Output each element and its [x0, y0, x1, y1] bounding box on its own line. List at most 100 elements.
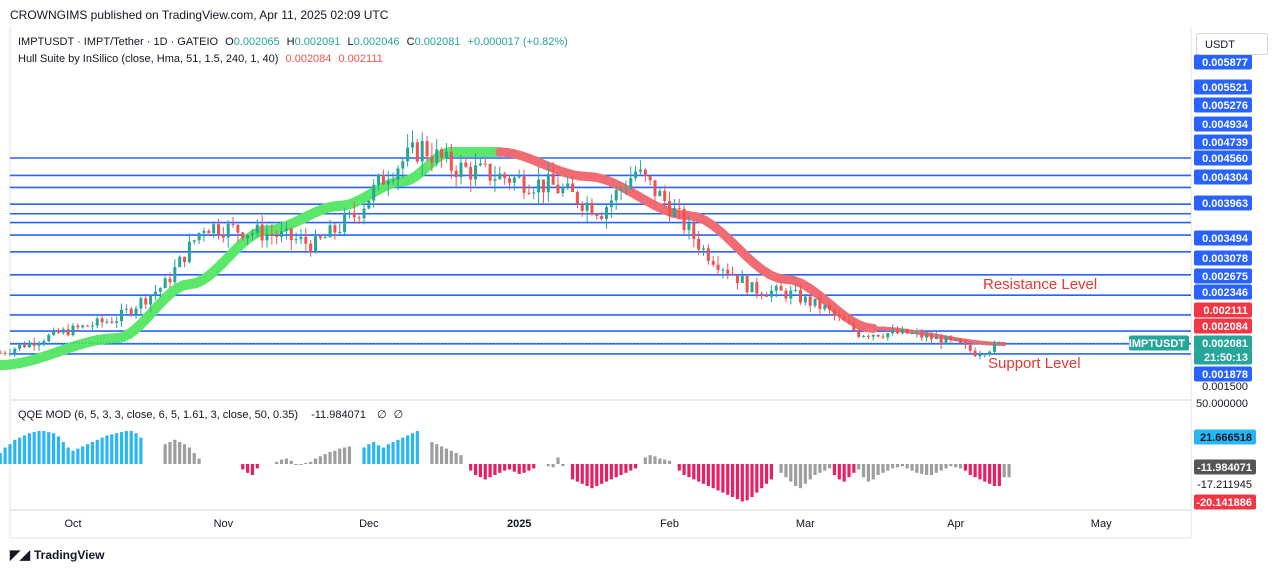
qqe-bar	[81, 446, 85, 464]
qqe-bar	[973, 464, 977, 478]
candle-body	[702, 248, 705, 250]
candle-body	[794, 289, 798, 291]
qqe-bar	[76, 448, 80, 464]
candle-body	[546, 173, 550, 193]
price-tag: 0.005276	[1194, 97, 1252, 113]
candle-body	[857, 330, 861, 337]
qqe-bar	[920, 464, 924, 474]
candle-body	[750, 282, 754, 293]
price-tag-hull-high-bg	[1194, 302, 1252, 318]
qqe-bar	[600, 464, 604, 484]
price-tag-text: 0.005877	[1202, 57, 1248, 69]
candle-body	[71, 325, 75, 336]
candle-body	[265, 233, 269, 241]
qqe-bar	[343, 447, 347, 464]
candle-body	[580, 204, 584, 211]
qqe-bar	[32, 432, 36, 464]
qqe-bar	[735, 464, 740, 500]
candle-body	[740, 275, 744, 283]
qqe-bar	[187, 447, 191, 464]
currency-button[interactable]: USDT	[1196, 33, 1268, 55]
candle-body	[318, 236, 322, 239]
candle-body	[280, 231, 284, 237]
qqe-bar	[3, 447, 7, 464]
candle-body	[663, 191, 667, 202]
qqe-bar	[886, 464, 890, 471]
candle-body	[653, 180, 657, 197]
price-tag-hull-low-bg	[1194, 318, 1252, 334]
price-tag-text: 0.003078	[1202, 253, 1248, 265]
hull-legend[interactable]: Hull Suite by InSilico (close, Hma, 51, …	[18, 53, 387, 65]
candle-body	[755, 282, 759, 294]
qqe-bar	[803, 464, 807, 484]
candle-body	[643, 169, 647, 176]
price-tag: 0.004304	[1194, 169, 1252, 185]
candle-body	[677, 207, 681, 209]
symbol-name[interactable]: IMPTUSDT · IMPT/Tether · 1D · GATEIO	[18, 36, 219, 48]
candle-body	[23, 344, 26, 348]
candle-body	[66, 329, 70, 336]
candle-body	[784, 290, 788, 299]
qqe-bar	[653, 456, 657, 464]
qqe-bar	[367, 444, 371, 464]
price-tag-bg	[1194, 97, 1252, 113]
qqe-bar	[764, 464, 769, 484]
candle-body	[488, 164, 492, 181]
qqe-bar	[750, 464, 754, 497]
qqe-tag-blue: 21.666518	[1194, 429, 1256, 445]
qqe-bar	[56, 436, 61, 464]
price-tag-text: 0.003494	[1202, 233, 1249, 245]
candle-body	[454, 170, 458, 178]
hull-value-1: 0.002084	[285, 53, 332, 65]
qqe-bar	[847, 464, 851, 478]
qqe-bar	[449, 450, 453, 464]
candle-body	[158, 288, 162, 292]
candle-body	[420, 141, 424, 162]
qqe-tag-pink-text: -20.141886	[1196, 497, 1252, 509]
tradingview-logo[interactable]: ◤◢ TradingView	[10, 547, 104, 563]
candle-body	[323, 237, 327, 239]
qqe-bar	[289, 460, 293, 464]
symbol-legend[interactable]: IMPTUSDT · IMPT/Tether · 1D · GATEIO O0.…	[18, 36, 572, 48]
qqe-bar	[90, 442, 94, 464]
candle-body	[168, 278, 172, 283]
candle-body	[508, 178, 511, 183]
qqe-legend[interactable]: QQE MOD (6, 5, 3, 3, close, 6, 5, 1.61, …	[18, 408, 407, 421]
time-tick: 2025	[507, 518, 531, 530]
qqe-bar	[818, 464, 822, 473]
candle-body	[983, 354, 987, 356]
candle-body	[469, 166, 473, 180]
candle-body	[42, 341, 46, 344]
qqe-bar	[1007, 464, 1011, 478]
candle-body	[532, 192, 536, 194]
candle-body	[90, 325, 94, 327]
candle-body	[178, 256, 182, 268]
candle-body	[357, 217, 361, 219]
candle-body	[551, 173, 555, 185]
qqe-bar	[692, 464, 696, 480]
qqe-bar	[318, 456, 322, 464]
price-tag: 0.004560	[1194, 150, 1252, 166]
qqe-bar	[493, 464, 497, 475]
qqe-indicator-name[interactable]: QQE MOD (6, 5, 3, 3, close, 6, 5, 1.61, …	[18, 409, 299, 421]
candle-body	[852, 323, 856, 331]
hull-indicator-name[interactable]: Hull Suite by InSilico (close, Hma, 51, …	[18, 53, 279, 65]
qqe-bar	[255, 464, 259, 469]
qqe-bar	[469, 464, 473, 471]
qqe-bar	[182, 444, 187, 464]
time-tick: Oct	[64, 518, 81, 530]
qqe-bar	[575, 464, 579, 482]
qqe-bar	[95, 439, 99, 464]
price-axis-tags: 0.005877 0.005521 0.005276 0.004934 0.004739…	[1129, 54, 1256, 510]
qqe-bar	[925, 464, 929, 475]
candle-body	[207, 230, 211, 234]
qqe-bar	[119, 432, 124, 464]
qqe-tag-value-text: -11.984071	[1197, 462, 1252, 474]
price-tag-bg	[1194, 268, 1252, 284]
candle-body	[561, 188, 565, 194]
qqe-bar	[968, 464, 972, 475]
qqe-bar	[595, 464, 599, 486]
qqe-bar	[168, 442, 172, 464]
candle-body	[915, 332, 919, 334]
